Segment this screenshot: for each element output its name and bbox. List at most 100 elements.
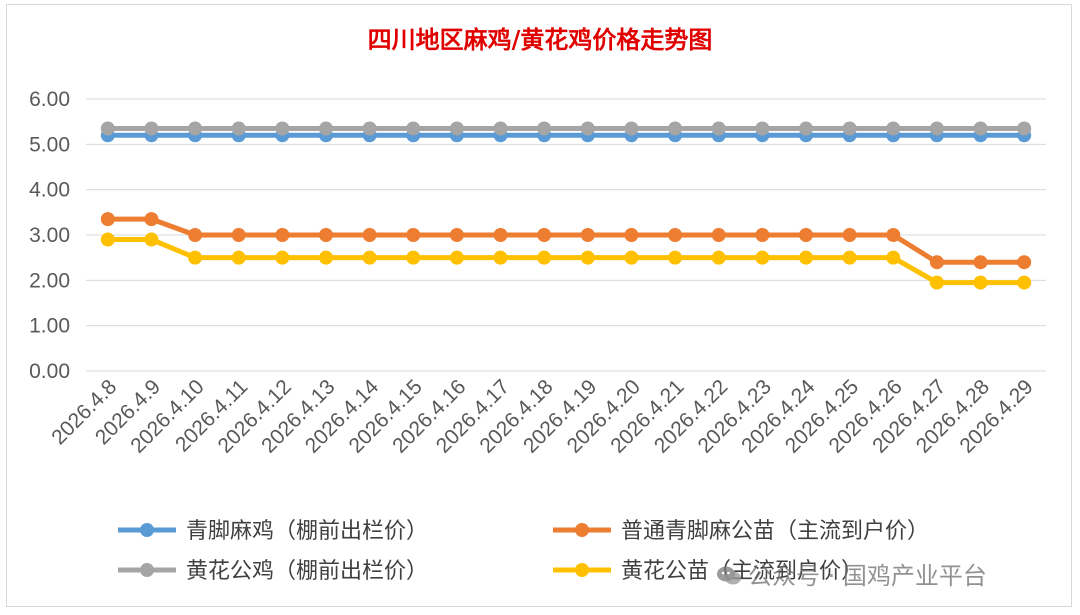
data-point bbox=[973, 275, 988, 290]
series-3 bbox=[100, 121, 1032, 136]
data-point bbox=[188, 121, 203, 136]
data-point bbox=[362, 250, 377, 265]
data-point bbox=[231, 250, 246, 265]
data-point bbox=[144, 212, 159, 227]
series-line bbox=[107, 216, 1025, 265]
y-tick-label: 4.00 bbox=[29, 179, 70, 202]
data-point bbox=[580, 228, 595, 242]
data-point bbox=[886, 121, 901, 136]
data-point bbox=[275, 121, 290, 136]
legend-item: 黄花公苗（主流到户价） bbox=[553, 559, 863, 584]
y-tick-label: 0.00 bbox=[29, 360, 70, 383]
legend-label: 普通青脚麻公苗（主流到户价） bbox=[621, 519, 929, 544]
data-point bbox=[929, 121, 944, 136]
data-point bbox=[188, 228, 203, 242]
data-point bbox=[711, 250, 726, 265]
data-point bbox=[144, 121, 159, 136]
data-point bbox=[580, 250, 595, 265]
data-point bbox=[406, 121, 421, 136]
data-point bbox=[842, 250, 857, 265]
watermark-text: 公众号 · 国鸡产业平台 bbox=[748, 562, 987, 590]
data-point bbox=[799, 121, 813, 136]
data-point bbox=[144, 232, 159, 247]
data-point bbox=[537, 121, 552, 136]
data-point bbox=[886, 228, 901, 242]
data-point bbox=[624, 121, 639, 136]
data-point bbox=[537, 250, 552, 265]
series-4 bbox=[100, 232, 1032, 290]
legend-item: 黄花公鸡（棚前出栏价） bbox=[118, 559, 428, 584]
data-point bbox=[973, 255, 988, 270]
y-tick-label: 1.00 bbox=[29, 315, 70, 338]
legend-item: 普通青脚麻公苗（主流到户价） bbox=[553, 519, 929, 544]
data-point bbox=[1017, 255, 1032, 270]
data-point bbox=[449, 121, 464, 136]
data-point bbox=[755, 121, 770, 136]
y-axis-ticks: 0.00 1.00 2.00 3.00 4.00 5.00 6.00 bbox=[29, 88, 70, 383]
legend-swatch-marker bbox=[140, 563, 154, 577]
data-point bbox=[406, 250, 421, 265]
data-point bbox=[755, 228, 770, 242]
chart-title: 四川地区麻鸡/黄花鸡价格走势图 bbox=[367, 25, 713, 54]
data-point bbox=[842, 228, 857, 242]
data-point bbox=[886, 250, 901, 265]
y-tick-label: 2.00 bbox=[29, 269, 70, 292]
data-point bbox=[799, 228, 813, 242]
data-point bbox=[929, 275, 944, 290]
data-point bbox=[493, 228, 508, 242]
data-point bbox=[973, 121, 988, 136]
data-point bbox=[493, 121, 508, 136]
data-point bbox=[449, 250, 464, 265]
data-point bbox=[100, 232, 115, 247]
watermark: 公众号 · 国鸡产业平台 bbox=[716, 556, 987, 591]
data-point bbox=[362, 121, 377, 136]
data-point bbox=[100, 121, 115, 136]
x-axis-ticks: 2026.4.82026.4.92026.4.102026.4.112026.4… bbox=[47, 375, 1037, 458]
y-tick-label: 5.00 bbox=[29, 133, 70, 156]
data-point bbox=[668, 228, 683, 242]
series-layer bbox=[100, 121, 1032, 290]
legend: 青脚麻鸡（棚前出栏价） 普通青脚麻公苗（主流到户价） 黄花公鸡（棚前出栏价） 黄花公苗… bbox=[118, 519, 929, 584]
data-point bbox=[319, 250, 333, 265]
data-point bbox=[580, 121, 595, 136]
data-point bbox=[1017, 275, 1032, 290]
data-point bbox=[275, 250, 290, 265]
data-point bbox=[275, 228, 290, 242]
data-point bbox=[188, 250, 203, 265]
legend-label: 青脚麻鸡（棚前出栏价） bbox=[186, 519, 428, 544]
data-point bbox=[362, 228, 377, 242]
chart-frame bbox=[6, 4, 1072, 607]
data-point bbox=[755, 250, 770, 265]
data-point bbox=[929, 255, 944, 270]
data-point bbox=[449, 228, 464, 242]
series-line bbox=[107, 237, 1025, 286]
data-point bbox=[624, 228, 639, 242]
legend-swatch-marker bbox=[575, 523, 589, 537]
legend-label: 黄花公鸡（棚前出栏价） bbox=[186, 559, 428, 584]
legend-swatch-marker bbox=[575, 563, 589, 577]
data-point bbox=[231, 228, 246, 242]
data-point bbox=[668, 250, 683, 265]
y-tick-label: 6.00 bbox=[29, 88, 70, 111]
series-2 bbox=[100, 212, 1032, 270]
data-point bbox=[711, 121, 726, 136]
data-point bbox=[799, 250, 813, 265]
legend-label: 黄花公苗（主流到户价） bbox=[621, 559, 863, 584]
data-point bbox=[406, 228, 421, 242]
y-tick-label: 3.00 bbox=[29, 224, 70, 247]
data-point bbox=[711, 228, 726, 242]
wechat-icon bbox=[716, 565, 742, 587]
legend-item: 青脚麻鸡（棚前出栏价） bbox=[118, 519, 428, 544]
data-point bbox=[624, 250, 639, 265]
data-point bbox=[1017, 121, 1032, 136]
data-point bbox=[493, 250, 508, 265]
data-point bbox=[319, 121, 333, 136]
data-point bbox=[319, 228, 333, 242]
data-point bbox=[231, 121, 246, 136]
legend-swatch-marker bbox=[140, 523, 154, 537]
data-point bbox=[842, 121, 857, 136]
data-point bbox=[100, 212, 115, 227]
data-point bbox=[668, 121, 683, 136]
data-point bbox=[537, 228, 552, 242]
